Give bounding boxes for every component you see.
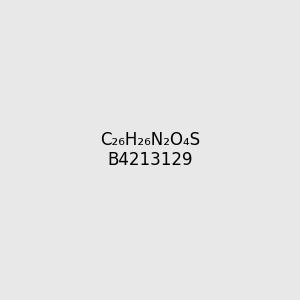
- Text: C₂₆H₂₆N₂O₄S
B4213129: C₂₆H₂₆N₂O₄S B4213129: [100, 130, 200, 170]
